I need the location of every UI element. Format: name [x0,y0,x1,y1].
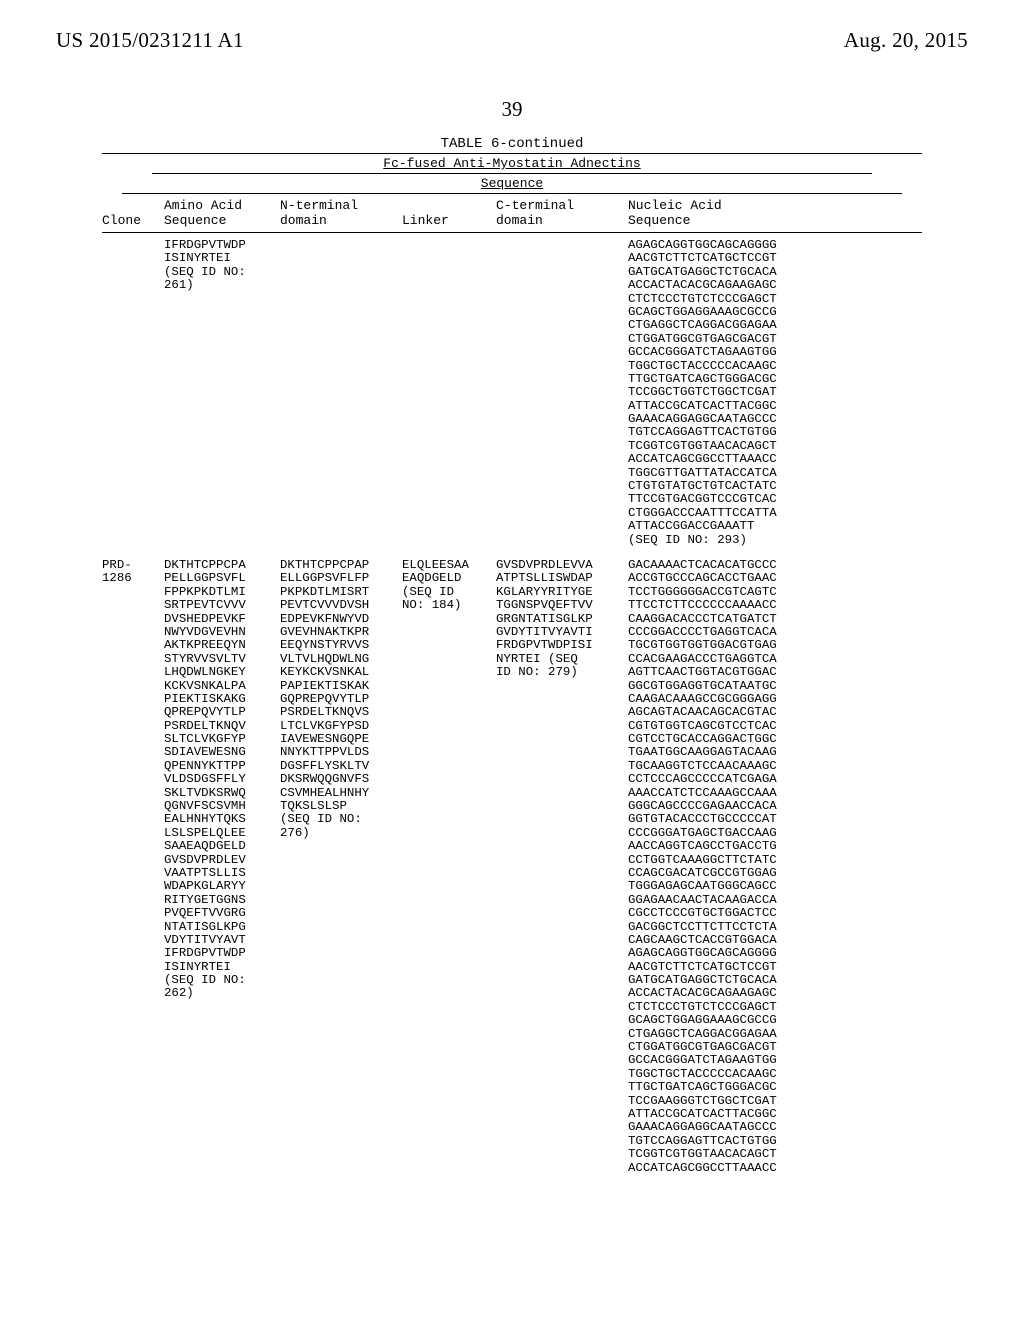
r2-c3: ELQLEESAA EAQDGELD (SEQ ID NO: 184) [402,559,496,1175]
data-block: IFRDGPVTWDP ISINYRTEI (SEQ ID NO: 261) A… [102,239,922,1175]
hdr-c3-top [402,198,496,213]
hdr-c3-bot: Linker [402,213,496,228]
r2-c4: GVSDVPRDLEVVA ATPTSLLISWDAP KGLARYYRITYG… [496,559,628,1175]
hdr-c4-top: C-terminal [496,198,628,213]
r2-c2: DKTHTCPPCPAP ELLGGPSVFLFP PKPKDTLMISRT P… [280,559,402,1175]
hdr-c0-bot: Clone [102,213,164,228]
hdr-c5-bot: Sequence [628,213,922,228]
hdr-c5-top: Nucleic Acid [628,198,922,213]
pub-number: US 2015/0231211 A1 [56,28,244,53]
page-number: 39 [56,97,968,122]
r1-c1: IFRDGPVTWDP ISINYRTEI (SEQ ID NO: 261) [164,239,280,547]
sequence-heading: Sequence [56,176,968,191]
page-root: US 2015/0231211 A1 Aug. 20, 2015 39 TABL… [0,0,1024,1320]
table-title: Fc-fused Anti-Myostatin Adnectins [56,156,968,171]
hdr-c0-top [102,198,164,213]
r1-c3 [402,239,496,547]
column-headers: Amino Acid N-terminal C-terminal Nucleic… [102,194,922,232]
r1-c0 [102,239,164,547]
rule-under-title [152,173,872,174]
r2-c1: DKTHTCPPCPA PELLGGPSVFL FPPKPKDTLMI SRTP… [164,559,280,1175]
r2-c5: GACAAAACTCACACATGCCC ACCGTGCCCAGCACCTGAA… [628,559,922,1175]
r2-c0: PRD- 1286 [102,559,164,1175]
page-header: US 2015/0231211 A1 Aug. 20, 2015 [56,28,968,53]
hdr-c2-top: N-terminal [280,198,402,213]
rule-top [102,153,922,154]
r1-c5: AGAGCAGGTGGCAGCAGGGG AACGTCTTCTCATGCTCCG… [628,239,922,547]
hdr-c4-bot: domain [496,213,628,228]
hdr-c1-bot: Sequence [164,213,280,228]
hdr-c1-top: Amino Acid [164,198,280,213]
table-caption: TABLE 6-continued [56,136,968,152]
rule-under-headers [102,232,922,233]
hdr-c2-bot: domain [280,213,402,228]
pub-date: Aug. 20, 2015 [844,28,968,53]
table-row: PRD- 1286 DKTHTCPPCPA PELLGGPSVFL FPPKPK… [102,559,922,1175]
r1-c4 [496,239,628,547]
r1-c2 [280,239,402,547]
table-row: IFRDGPVTWDP ISINYRTEI (SEQ ID NO: 261) A… [102,239,922,547]
